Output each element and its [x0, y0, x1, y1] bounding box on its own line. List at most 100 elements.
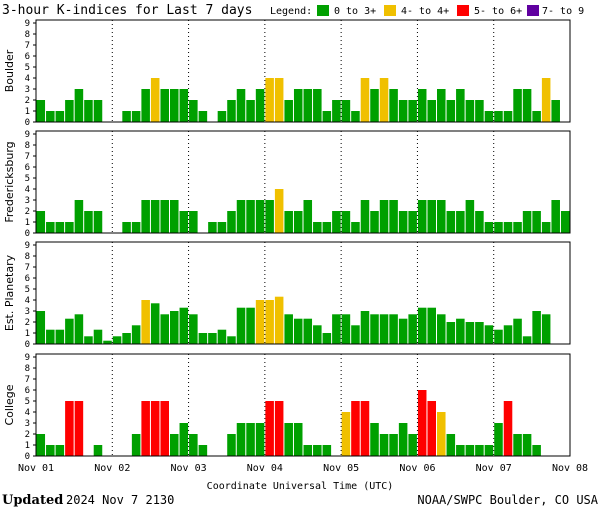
k-index-bar [332, 314, 341, 344]
k-index-bar [503, 111, 513, 122]
k-index-bar [351, 111, 360, 122]
k-index-bar [284, 423, 293, 456]
k-index-bar [532, 111, 541, 122]
k-index-bar [446, 434, 456, 456]
k-index-bar [93, 211, 103, 233]
y-tick-label: 9 [25, 19, 30, 29]
k-index-bar [217, 111, 227, 122]
k-index-bar [484, 445, 494, 456]
k-index-bar [437, 412, 446, 456]
k-index-bar [522, 336, 532, 344]
k-index-bar [170, 200, 179, 233]
k-index-bar [217, 329, 227, 344]
x-tick-label: Nov 07 [476, 463, 512, 474]
updated-time: 2024 Nov 7 2130 [66, 493, 174, 507]
k-index-bar [55, 329, 65, 344]
y-tick-label: 5 [25, 174, 30, 184]
k-index-bar [217, 222, 227, 233]
k-index-bar [437, 314, 446, 344]
k-index-bar [379, 78, 389, 122]
k-index-bar [494, 423, 503, 456]
k-index-bar [494, 111, 503, 122]
y-tick-label: 3 [25, 307, 30, 317]
k-index-bar [141, 401, 150, 456]
k-index-bar [437, 200, 446, 233]
k-index-bar [313, 222, 322, 233]
k-index-bar [265, 401, 274, 456]
k-index-bar [303, 200, 313, 233]
k-index-bar [465, 445, 475, 456]
k-index-bar [427, 200, 436, 233]
k-index-bar [36, 100, 46, 122]
k-index-bar [551, 100, 560, 122]
y-tick-label: 7 [25, 375, 30, 385]
y-tick-label: 1 [25, 329, 30, 339]
k-index-bar [131, 111, 141, 122]
k-index-bar [246, 100, 255, 122]
k-index-bar [513, 434, 522, 456]
k-index-bar [74, 89, 84, 122]
k-index-bar [179, 423, 189, 456]
y-tick-label: 4 [25, 74, 30, 84]
panel-name-label: Fredericksburg [3, 141, 16, 222]
k-index-bar [465, 322, 475, 344]
k-index-bar [141, 200, 150, 233]
legend-swatch-purple [527, 5, 539, 16]
panel-frame [35, 241, 571, 345]
y-tick-label: 2 [25, 430, 30, 440]
k-index-bar [74, 200, 84, 233]
k-index-bar [408, 314, 417, 344]
y-tick-label: 4 [25, 296, 30, 306]
y-tick-label: 3 [25, 419, 30, 429]
k-index-bar [122, 111, 131, 122]
k-index-bar [150, 401, 160, 456]
k-index-bar [370, 314, 379, 344]
chart-title: 3-hour K-indices for Last 7 days [2, 3, 252, 18]
k-index-bar [398, 100, 408, 122]
k-index-bar [255, 200, 265, 233]
k-index-bar [322, 445, 332, 456]
legend-swatch-yellow [384, 5, 396, 16]
y-tick-label: 4 [25, 185, 30, 195]
k-index-bar [475, 322, 484, 344]
k-index-bar [456, 89, 465, 122]
k-index-bar [293, 318, 303, 344]
y-tick-label: 5 [25, 285, 30, 295]
k-index-bar [55, 222, 65, 233]
k-index-bar [160, 314, 169, 344]
k-index-bar [179, 307, 189, 344]
legend-swatch-green [317, 5, 329, 16]
k-index-bar [417, 307, 427, 344]
k-index-bar [255, 89, 265, 122]
k-index-bar [84, 336, 93, 344]
k-index-bar [322, 333, 332, 344]
k-index-bar [131, 222, 141, 233]
k-index-bar [427, 307, 436, 344]
y-tick-label: 0 [25, 118, 30, 128]
k-index-bar [131, 434, 141, 456]
k-index-bar [131, 325, 141, 344]
x-tick-label: Nov 01 [18, 463, 54, 474]
k-index-bar [551, 200, 560, 233]
k-index-bar [246, 307, 255, 344]
k-index-bar [141, 300, 150, 344]
k-index-bar [93, 329, 103, 344]
k-index-bar [284, 314, 293, 344]
k-index-bar [46, 222, 55, 233]
legend-item-yellow: 4- to 4+ [401, 6, 449, 17]
y-tick-label: 5 [25, 63, 30, 73]
k-index-bar [475, 445, 484, 456]
x-tick-label: Nov 05 [323, 463, 359, 474]
k-index-bar [179, 89, 189, 122]
k-index-bar [303, 89, 313, 122]
k-index-bar [494, 222, 503, 233]
k-index-bar [198, 333, 208, 344]
y-tick-label: 9 [25, 353, 30, 363]
x-axis: Nov 01 Nov 02 Nov 03 Nov 04 Nov 05 Nov 06 Nov … [18, 463, 588, 474]
k-index-bar [103, 340, 112, 344]
k-index-bar [351, 401, 360, 456]
k-index-bar [265, 200, 274, 233]
panel-name-label: Boulder [3, 49, 16, 92]
